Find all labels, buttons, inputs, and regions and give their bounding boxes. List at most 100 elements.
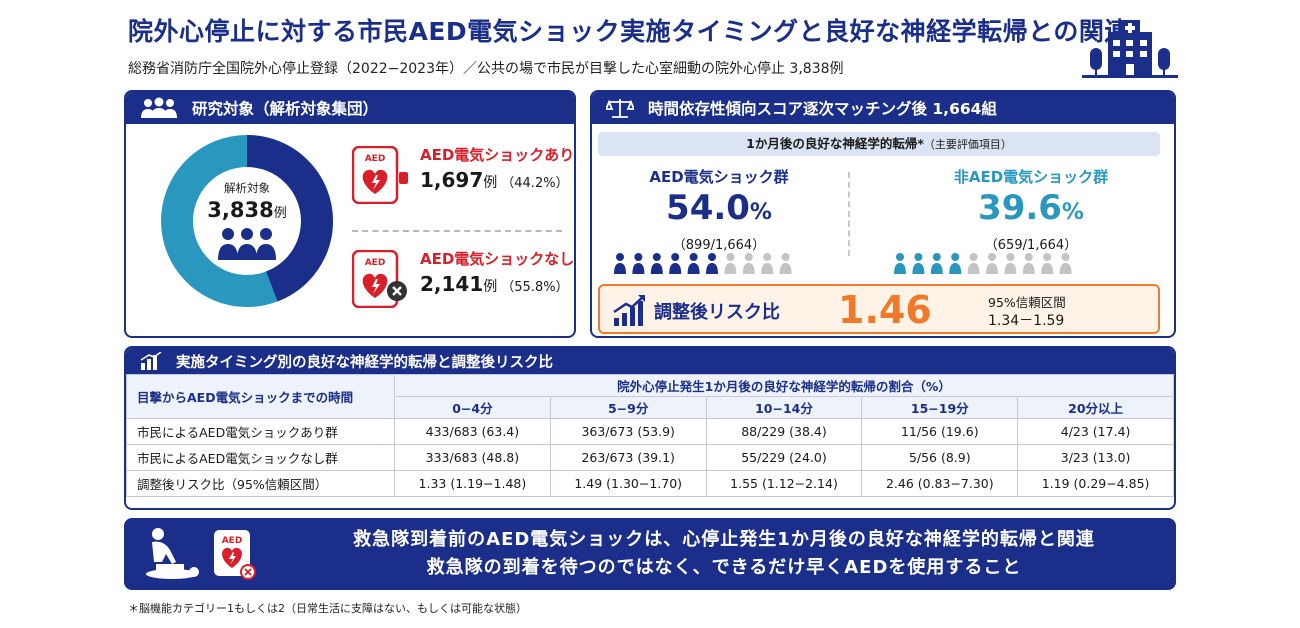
table-cell: 4/23 (17.4) — [1017, 418, 1174, 445]
aed-group-name: AED電気ショック群 — [649, 168, 789, 186]
risk-ratio-value: 1.46 — [838, 288, 932, 332]
non-aed-people-icons — [894, 253, 1072, 274]
table-cell: 333/683 (48.8) — [394, 444, 551, 471]
hospital-icon — [1082, 20, 1178, 78]
group-without-aed: AED AED電気ショックなし 2,141例 （55.8%） — [352, 248, 575, 318]
conclusion-line-2: 救急隊の到着を待つのではなく、できるだけ早くAEDを使用すること — [426, 557, 1022, 578]
table-cell: 55/229 (24.0) — [705, 444, 863, 471]
aed-group-pct: 54.0% — [666, 188, 772, 228]
person-icon — [1059, 253, 1072, 274]
study-population-header: 研究対象（解析対象集団） — [126, 92, 574, 124]
table-row: 市民によるAED電気ショックなし群 333/683 (48.8) 263/673 (… — [126, 444, 1174, 471]
cross-mark-icon — [387, 281, 407, 301]
scale-icon — [606, 99, 634, 118]
timing-table-header: 実施タイミング別の良好な神経学的転帰と調整後リスク比 — [126, 348, 1174, 374]
person-icon — [1004, 253, 1017, 274]
person-icon — [650, 253, 663, 274]
aed-group-fraction: （899/1,664） — [672, 238, 766, 253]
person-icon — [1041, 253, 1054, 274]
table-cell: 1.33 (1.19−1.48) — [394, 470, 551, 497]
person-icon — [742, 253, 755, 274]
group-divider — [848, 172, 850, 256]
conclusion-text: 救急隊到着前のAED電気ショックは、心停止発生1か月後の良好な神経学的転帰と関連… — [284, 526, 1164, 582]
table-cell: 433/683 (63.4) — [394, 418, 551, 445]
person-icon — [761, 253, 774, 274]
aed-label: AED — [222, 536, 243, 546]
table-cell: 1.55 (1.12−2.14) — [705, 470, 863, 497]
donut-slice-with — [161, 135, 333, 307]
column-header: 0−4分 — [394, 396, 551, 419]
primary-outcome-label: 1か月後の良好な神経学的転帰*（主要評価項目） — [598, 132, 1160, 156]
table-cell: 5/56 (8.9) — [861, 444, 1019, 471]
matching-panel: 時間依存性傾向スコア逐次マッチング後 1,664組 1か月後の良好な神経学的転帰… — [590, 90, 1176, 338]
header: 院外心停止に対する市民AED電気ショック実施タイミングと良好な神経学転帰との関連… — [128, 12, 1178, 86]
column-headers: 0−4分 5−9分 10−14分 15−19分 20分以上 — [127, 396, 1174, 419]
ci-label: 95%信頼区間 — [988, 295, 1066, 310]
column-header: 10−14分 — [705, 396, 863, 419]
person-icon — [632, 253, 645, 274]
non-aed-group-name: 非AED電気ショック群 — [953, 168, 1109, 186]
group-header-label: 院外心停止発生1か月後の良好な神経学的転帰の割合（%） — [394, 374, 1174, 397]
cpr-aed-icon: AED — [146, 528, 256, 580]
cable-icon — [399, 172, 408, 184]
group-without-value: 2,141例 （55.8%） — [420, 272, 569, 296]
non-aed-group-fraction: （659/1,664） — [984, 238, 1078, 253]
row-label: 市民によるAED電気ショックなし群 — [126, 444, 395, 471]
group-with-label: AED電気ショックあり — [420, 146, 575, 164]
conclusion-banner: AED 救急隊到着前のAED電気ショックは、心停止発生1か月後の良好な神経学的転… — [124, 518, 1176, 590]
adjusted-risk-ratio-box: 調整後リスク比 1.46 95%信頼区間 1.34－1.59 — [598, 284, 1160, 334]
group-divider — [352, 230, 562, 232]
row-header-label: 目撃からAED電気ショックまでの時間 — [126, 374, 395, 419]
table-cell: 363/673 (53.9) — [549, 418, 707, 445]
timing-table-title: 実施タイミング別の良好な神経学的転帰と調整後リスク比 — [176, 354, 553, 371]
bar-chart-icon — [140, 352, 162, 370]
person-icon — [986, 253, 998, 274]
people-group-icon — [141, 97, 177, 118]
column-header: 5−9分 — [549, 396, 707, 419]
person-icon — [724, 253, 737, 274]
aed-device-icon: AED — [352, 250, 399, 308]
donut-center: 解析対象 3,838例 — [160, 134, 334, 308]
non-aed-group-pct: 39.6% — [978, 188, 1084, 228]
people-group-icon — [218, 228, 276, 260]
matching-header: 時間依存性傾向スコア逐次マッチング後 1,664組 — [592, 92, 1174, 124]
person-icon — [1022, 253, 1035, 274]
row-label: 市民によるAED電気ショックあり群 — [126, 418, 395, 445]
column-header: 20分以上 — [1017, 396, 1174, 419]
aed-device-icon: AED — [352, 146, 399, 204]
person-icon — [779, 253, 792, 274]
person-icon — [614, 253, 626, 274]
person-icon — [894, 253, 906, 274]
person-icon — [949, 253, 962, 274]
table-cell: 263/673 (39.1) — [549, 444, 707, 471]
person-icon — [669, 253, 682, 274]
page-title: 院外心停止に対する市民AED電気ショック実施タイミングと良好な神経学転帰との関連 — [128, 17, 1130, 46]
svg-text:AED: AED — [365, 154, 386, 164]
group-without-label: AED電気ショックなし — [420, 250, 575, 268]
timing-table: 目撃からAED電気ショックまでの時間 院外心停止発生1か月後の良好な神経学的転帰… — [126, 374, 1174, 497]
study-population-panel: 研究対象（解析対象集団） 解析対象 3,838例 AED AED電気ショックあり… — [124, 90, 576, 338]
person-icon — [706, 253, 718, 274]
aed-people-icons — [614, 253, 792, 274]
matching-title: 時間依存性傾向スコア逐次マッチング後 1,664組 — [648, 100, 997, 118]
group-with-value: 1,697例 （44.2%） — [420, 168, 569, 192]
footnote: ＊脳機能カテゴリー1もしくは2（日常生活に支障はない、もしくは可能な状態） — [128, 602, 527, 615]
person-icon — [967, 253, 980, 274]
bar-growth-icon — [613, 295, 645, 326]
ci-value: 1.34－1.59 — [988, 313, 1065, 329]
timing-table-panel: 実施タイミング別の良好な神経学的転帰と調整後リスク比 目撃からAED電気ショック… — [124, 346, 1176, 510]
table-cell: 1.49 (1.30−1.70) — [549, 470, 707, 497]
column-header: 15−19分 — [861, 396, 1019, 419]
table-cell: 1.19 (0.29−4.85) — [1017, 470, 1174, 497]
row-label: 調整後リスク比（95%信頼区間） — [126, 470, 395, 497]
total-label: 解析対象 — [224, 181, 270, 195]
person-icon — [930, 253, 943, 274]
svg-text:AED: AED — [365, 258, 386, 268]
conclusion-line-1: 救急隊到着前のAED電気ショックは、心停止発生1か月後の良好な神経学的転帰と関連 — [353, 529, 1095, 550]
person-icon — [687, 253, 700, 274]
page-subtitle: 総務省消防庁全国院外心停止登録（2022−2023年）／公共の場で市民が目撃した… — [128, 61, 844, 77]
group-with-aed: AED AED電気ショックあり 1,697例 （44.2%） — [352, 144, 575, 214]
table-cell: 88/229 (38.4) — [705, 418, 863, 445]
risk-ratio-label: 調整後リスク比 — [654, 302, 780, 323]
table-row: 調整後リスク比（95%信頼区間） 1.33 (1.19−1.48) 1.49 (1.… — [126, 470, 1174, 497]
